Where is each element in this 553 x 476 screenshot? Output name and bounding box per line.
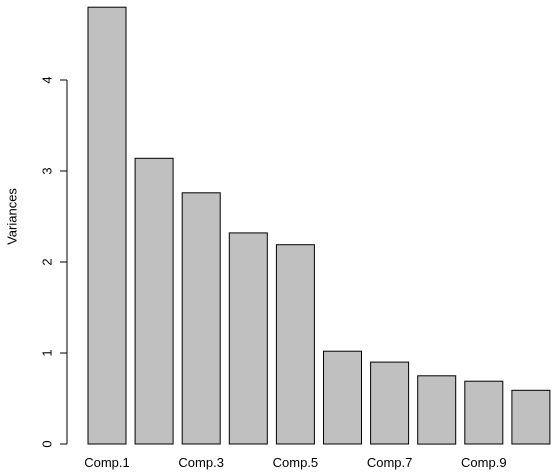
x-tick-label-comp-7: Comp.7 (367, 455, 413, 470)
bar-comp-8 (417, 375, 457, 445)
bar-comp-6 (323, 350, 362, 445)
bar-comp-2 (134, 157, 174, 445)
bar-comp-7 (370, 361, 410, 445)
y-tick-label-0: 0 (40, 440, 55, 447)
bar-comp-3 (181, 192, 221, 445)
y-tick-label-3: 3 (40, 167, 55, 174)
y-tick-label-1: 1 (40, 349, 55, 356)
bar-comp-1 (87, 6, 127, 445)
bar-comp-10 (511, 389, 551, 445)
x-tick-label-comp-1: Comp.1 (84, 455, 130, 470)
x-tick-label-comp-3: Comp.3 (178, 455, 224, 470)
y-tick-label-4: 4 (40, 76, 55, 83)
x-tick-label-comp-9: Comp.9 (461, 455, 507, 470)
y-axis-label: Variances (5, 188, 20, 245)
bar-comp-4 (228, 232, 268, 445)
bar-comp-9 (464, 380, 504, 445)
x-axis-labels: Comp.1 Comp.3 Comp.5 Comp.7 Comp.9 (84, 455, 506, 470)
y-axis: 0 1 2 3 4 (40, 76, 68, 448)
bars-group (87, 6, 551, 445)
x-tick-label-comp-5: Comp.5 (273, 455, 319, 470)
bar-comp-5 (275, 244, 315, 445)
y-tick-label-2: 2 (40, 258, 55, 265)
